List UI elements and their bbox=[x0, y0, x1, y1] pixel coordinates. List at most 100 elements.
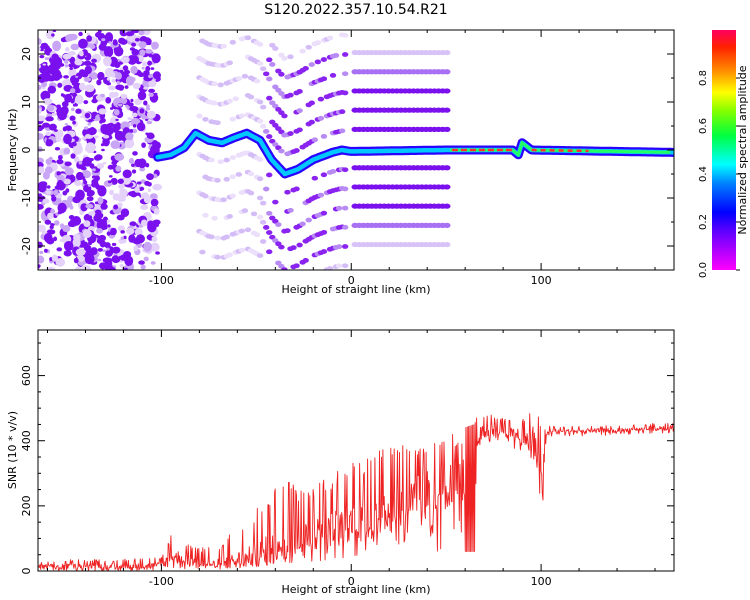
noise-blob bbox=[139, 108, 145, 114]
noise-blob bbox=[132, 30, 140, 34]
noise-blob bbox=[87, 127, 97, 136]
noise-blob bbox=[65, 34, 73, 42]
noise-blob bbox=[101, 148, 105, 152]
noise-blob bbox=[146, 133, 155, 140]
harmonic-mark bbox=[211, 215, 218, 221]
noise-blob bbox=[75, 75, 79, 78]
noise-blob bbox=[106, 219, 111, 223]
harmonic-mark bbox=[244, 35, 252, 41]
noise-blob bbox=[78, 160, 83, 165]
harmonic-mark bbox=[443, 126, 451, 132]
noise-blob bbox=[135, 234, 145, 244]
noise-blob bbox=[119, 39, 128, 45]
harmonic-mark bbox=[320, 133, 328, 139]
noise-blob bbox=[55, 257, 66, 267]
harmonic-mark bbox=[259, 200, 267, 206]
noise-blob bbox=[116, 214, 125, 221]
noise-blob bbox=[71, 141, 77, 147]
noise-blob bbox=[99, 119, 103, 124]
noise-blob bbox=[89, 157, 94, 162]
noise-blob bbox=[151, 236, 158, 242]
noise-blob bbox=[108, 175, 113, 178]
noise-blob bbox=[73, 233, 81, 243]
noise-blob bbox=[62, 224, 71, 233]
noise-blob bbox=[72, 120, 76, 125]
noise-blob bbox=[41, 72, 52, 82]
noise-blob bbox=[110, 140, 121, 150]
harmonic-mark bbox=[317, 96, 325, 102]
noise-blob bbox=[97, 185, 107, 197]
noise-blob bbox=[73, 156, 80, 163]
noise-blob bbox=[51, 33, 55, 37]
noise-blob bbox=[134, 158, 143, 168]
harmonic-mark bbox=[272, 46, 279, 51]
harmonic-mark bbox=[266, 95, 273, 101]
noise-blob bbox=[52, 30, 57, 33]
noise-blob bbox=[115, 165, 122, 172]
noise-blob bbox=[69, 88, 76, 94]
noise-blob bbox=[40, 42, 49, 48]
harmonic-mark bbox=[266, 172, 273, 178]
harmonic-mark bbox=[259, 239, 267, 244]
noise-blob bbox=[100, 203, 108, 210]
noise-blob bbox=[144, 118, 149, 121]
noise-blob bbox=[155, 251, 160, 255]
harmonic-mark bbox=[329, 169, 337, 174]
harmonic-mark bbox=[296, 89, 303, 94]
harmonic-mark bbox=[214, 235, 221, 241]
noise-blob bbox=[85, 142, 96, 154]
harmonic-mark bbox=[308, 62, 315, 67]
noise-blob bbox=[81, 136, 87, 140]
noise-blob bbox=[39, 250, 44, 255]
harmonic-mark bbox=[443, 69, 451, 75]
noise-blob bbox=[95, 217, 102, 223]
harmonic-mark bbox=[229, 39, 236, 45]
harmonic-mark bbox=[296, 242, 303, 248]
noise-blob bbox=[91, 178, 99, 186]
noise-blob bbox=[120, 94, 128, 99]
harmonic-mark bbox=[341, 224, 349, 230]
harmonic-mark bbox=[208, 234, 215, 240]
noise-blob bbox=[78, 50, 85, 57]
noise-blob bbox=[86, 196, 94, 202]
harmonic-mark bbox=[320, 229, 328, 235]
harmonic-mark bbox=[341, 186, 349, 192]
noise-blob bbox=[119, 263, 124, 268]
noise-blob bbox=[88, 190, 94, 194]
noise-blob bbox=[56, 130, 62, 134]
harmonic-mark bbox=[256, 195, 264, 201]
noise-blob bbox=[104, 32, 114, 42]
noise-blob bbox=[148, 88, 155, 94]
noise-blob bbox=[86, 192, 90, 197]
x-tick-label: 0 bbox=[348, 274, 355, 287]
noise-blob bbox=[42, 63, 47, 66]
noise-blob bbox=[100, 143, 105, 147]
noise-blob bbox=[38, 84, 42, 91]
harmonic-mark bbox=[320, 249, 328, 254]
harmonic-mark bbox=[229, 193, 236, 199]
noise-blob bbox=[146, 173, 154, 181]
noise-blob bbox=[89, 163, 95, 169]
noise-blob bbox=[124, 255, 134, 266]
noise-blob bbox=[104, 67, 114, 78]
noise-blob bbox=[139, 167, 146, 172]
noise-blob bbox=[64, 78, 71, 85]
noise-blob bbox=[134, 186, 140, 193]
harmonic-mark bbox=[341, 244, 349, 249]
harmonic-mark bbox=[217, 159, 224, 165]
harmonic-mark bbox=[443, 184, 451, 190]
noise-blob bbox=[134, 228, 143, 236]
harmonic-mark bbox=[293, 148, 300, 153]
noise-blob bbox=[119, 188, 128, 198]
noise-blob bbox=[122, 169, 132, 179]
harmonic-mark bbox=[263, 71, 270, 77]
noise-blob bbox=[96, 220, 106, 231]
x-tick-label: -100 bbox=[149, 575, 174, 588]
noise-blob bbox=[84, 84, 95, 93]
harmonic-mark bbox=[341, 71, 349, 77]
noise-blob bbox=[143, 195, 152, 204]
harmonic-mark bbox=[272, 199, 279, 205]
harmonic-mark bbox=[232, 96, 240, 102]
noise-blob bbox=[38, 146, 43, 153]
noise-blob bbox=[83, 180, 88, 185]
